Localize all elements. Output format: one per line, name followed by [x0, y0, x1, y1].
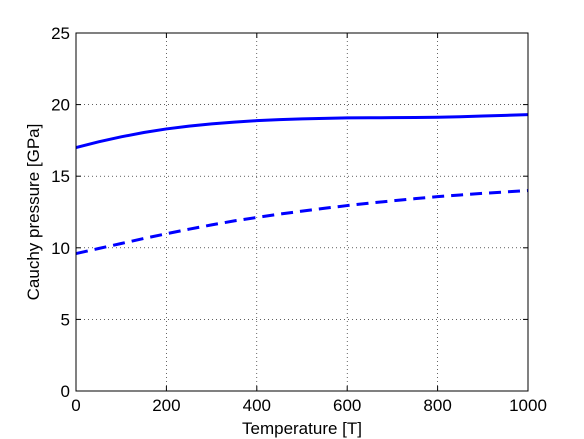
axes-box — [75, 32, 529, 392]
y-tick-label: 25 — [51, 24, 70, 43]
x-tick-label: 1000 — [509, 396, 547, 415]
grid — [76, 33, 528, 391]
series-line-dashed — [75, 189, 529, 255]
x-tick-label: 400 — [243, 396, 271, 415]
y-tick-label: 5 — [61, 310, 70, 329]
x-axis-label: Temperature [T] — [242, 419, 362, 438]
x-tick-label: 200 — [152, 396, 180, 415]
series-line-solid — [75, 113, 529, 150]
y-tick-label: 0 — [61, 382, 70, 401]
x-tick-label: 800 — [423, 396, 451, 415]
ticks: 0 200 400 600 800 1000 0 5 10 15 20 25 — [51, 24, 547, 415]
y-axis-label: Cauchy pressure [GPa] — [24, 124, 43, 301]
x-tick-label: 600 — [333, 396, 361, 415]
series-group — [75, 113, 529, 255]
y-tick-label: 15 — [51, 167, 70, 186]
x-tick-label: 0 — [71, 396, 80, 415]
y-tick-label: 10 — [51, 239, 70, 258]
y-tick-label: 20 — [51, 96, 70, 115]
